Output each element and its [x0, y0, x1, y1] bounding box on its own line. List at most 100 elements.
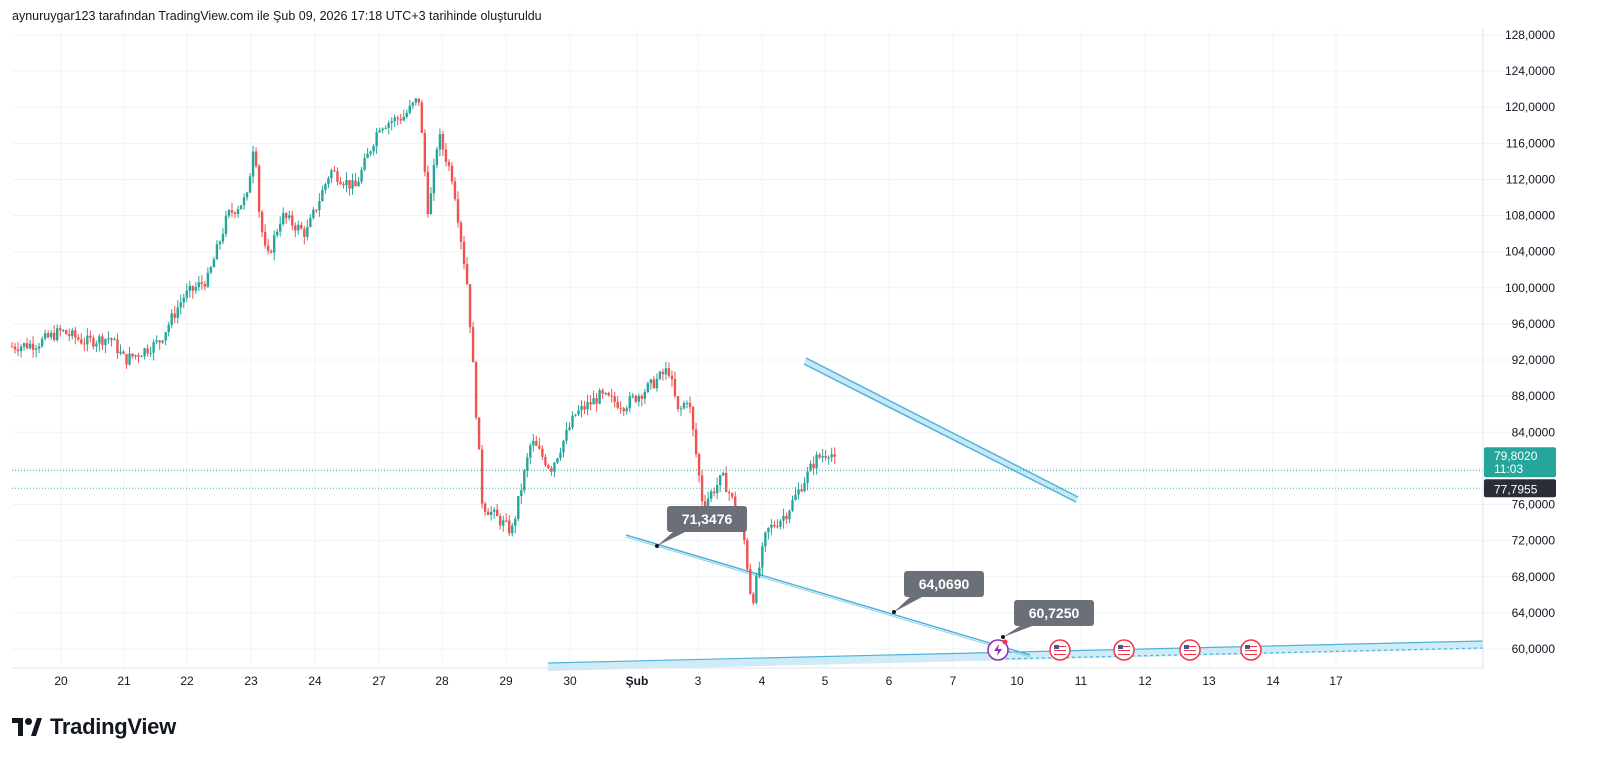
y-tick-label: 128,0000	[1505, 28, 1555, 42]
candle-up	[580, 406, 583, 411]
candle-down	[203, 284, 207, 287]
y-tick-label: 112,0000	[1506, 172, 1555, 186]
candle-down	[46, 333, 50, 338]
annotation-box	[904, 571, 984, 597]
flag-stripe	[1118, 648, 1130, 649]
candle-up	[104, 339, 107, 346]
candle-down	[254, 151, 258, 166]
us-flag-event-icon[interactable]	[1049, 639, 1071, 661]
candle-down	[508, 520, 511, 534]
chart-grid	[12, 30, 1543, 668]
candle-up	[637, 395, 641, 402]
last-price-tag	[1484, 447, 1556, 478]
candle-up	[321, 189, 324, 202]
candle-down	[89, 335, 92, 338]
y-axis: 128,0000 124,0000 120,0000 116,0000 112,0000…	[1482, 28, 1556, 668]
candle-up	[357, 181, 360, 187]
y-tick-label: 92,0000	[1512, 353, 1556, 367]
candle-down	[10, 346, 14, 348]
candle-up	[372, 146, 375, 152]
last-price-value: 79,8020	[1494, 449, 1538, 463]
x-tick-label: Şub	[626, 674, 649, 688]
candle-up	[721, 473, 725, 476]
candle-up	[767, 527, 770, 533]
us-flag-event-icon[interactable]	[1113, 639, 1135, 661]
candle-up	[182, 297, 185, 303]
candle-up	[22, 343, 26, 347]
candle-up	[435, 149, 439, 165]
candle-up	[390, 121, 393, 123]
candle-up	[351, 180, 354, 189]
candlestick-series	[10, 97, 836, 606]
candle-down	[83, 343, 86, 345]
us-flag-event-icon[interactable]	[1179, 639, 1201, 661]
candle-up	[318, 201, 321, 211]
y-tick-label: 96,0000	[1512, 317, 1556, 331]
candle-down	[339, 181, 342, 185]
candle-up	[523, 470, 526, 491]
candle-down	[354, 180, 357, 187]
candle-down	[734, 496, 737, 510]
candle-up	[215, 244, 219, 260]
candle-down	[824, 455, 827, 458]
candle-down	[122, 351, 125, 355]
candle-up	[520, 490, 523, 497]
lightning-event-icon[interactable]	[987, 639, 1009, 661]
candle-up	[664, 368, 668, 375]
flag-stripe	[1118, 654, 1130, 655]
candle-up	[492, 509, 496, 512]
prev-price-value: 77,7955	[1494, 482, 1538, 496]
candle-up	[113, 339, 116, 341]
candle-down	[550, 468, 553, 472]
candle-down	[399, 118, 402, 121]
candle-down	[547, 465, 550, 469]
candle-down	[676, 396, 680, 410]
candle-up	[414, 98, 418, 103]
candle-up	[655, 378, 659, 389]
candle-up	[821, 455, 824, 458]
candle-down	[541, 448, 544, 457]
candle-down	[694, 429, 698, 455]
annotation-pointer	[894, 597, 922, 612]
candle-up	[809, 463, 812, 472]
candle-up	[167, 324, 170, 333]
x-tick-label: 27	[372, 674, 386, 688]
candle-down	[688, 402, 692, 408]
candle-up	[797, 489, 800, 495]
tradingview-logo-icon	[12, 718, 42, 736]
candle-down	[447, 161, 451, 166]
candle-up	[360, 169, 363, 182]
candle-up	[155, 340, 158, 342]
candle-down	[336, 171, 339, 182]
candle-up	[306, 226, 309, 237]
candle-up	[224, 215, 228, 234]
candle-down	[465, 263, 469, 285]
y-tick-label: 88,0000	[1512, 389, 1556, 403]
candle-down	[728, 492, 731, 494]
candle-up	[40, 338, 44, 347]
flag-stripe	[1118, 652, 1130, 653]
candle-down	[610, 395, 613, 397]
candle-down	[661, 371, 665, 375]
candle-up	[559, 452, 562, 459]
x-tick-label: 5	[822, 674, 829, 688]
event-icons	[987, 639, 1262, 661]
y-tick-label: 76,0000	[1512, 498, 1556, 512]
candle-down	[456, 199, 460, 223]
y-tick-label: 108,0000	[1505, 209, 1555, 223]
flag-stripe	[1118, 646, 1130, 647]
flag-stripe	[1245, 646, 1257, 647]
flag-stripe	[1184, 654, 1196, 655]
candle-down	[613, 396, 616, 402]
candle-up	[239, 205, 243, 210]
tradingview-logo[interactable]: TradingView	[12, 714, 176, 740]
candle-down	[257, 165, 261, 212]
candle-down	[426, 171, 430, 215]
candle-up	[275, 231, 279, 236]
candle-up	[363, 158, 366, 170]
us-flag-event-icon[interactable]	[1240, 639, 1262, 661]
candle-up	[755, 576, 758, 603]
candle-down	[505, 520, 508, 522]
candle-down	[294, 225, 297, 231]
